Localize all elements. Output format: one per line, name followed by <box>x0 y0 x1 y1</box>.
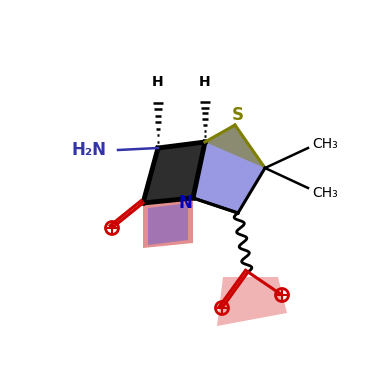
Polygon shape <box>217 277 287 326</box>
Text: CH₃: CH₃ <box>312 137 338 151</box>
Polygon shape <box>205 125 265 168</box>
Text: CH₃: CH₃ <box>312 186 338 200</box>
Polygon shape <box>148 203 188 245</box>
Text: N: N <box>178 194 192 212</box>
Text: H: H <box>199 75 211 89</box>
Text: H: H <box>152 75 164 89</box>
Polygon shape <box>143 142 205 203</box>
Text: S: S <box>232 106 244 124</box>
Polygon shape <box>193 125 265 213</box>
Polygon shape <box>143 198 193 248</box>
Text: H₂N: H₂N <box>71 141 106 159</box>
